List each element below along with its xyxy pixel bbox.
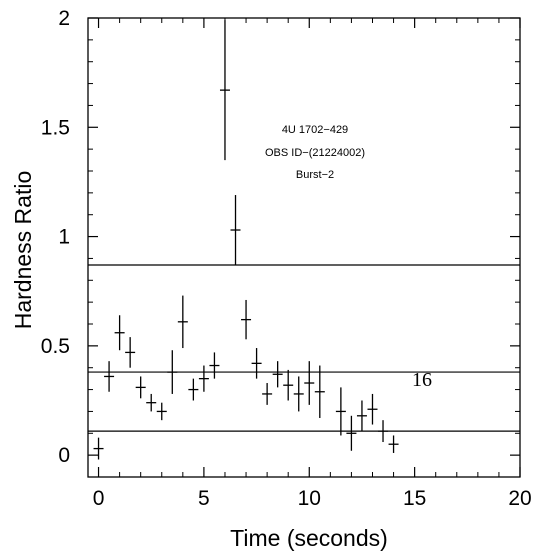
data-point [251, 348, 262, 379]
side-label: 16 [412, 369, 432, 391]
annotation-obsid: OBS ID−(21224002) [265, 147, 365, 159]
data-point [388, 435, 399, 453]
data-point [219, 20, 230, 161]
data-point [335, 387, 346, 436]
data-point [283, 369, 294, 401]
x-tick-label: 20 [508, 487, 531, 510]
data-point [125, 337, 136, 368]
reference-lines [88, 264, 520, 432]
data-point [156, 402, 167, 421]
data-point [262, 383, 273, 405]
y-axis-ticks: 0 0.5 1 1.5 2 [41, 7, 520, 467]
data-point [188, 378, 199, 401]
data-point [378, 420, 389, 443]
x-axis-ticks: 0 5 10 15 20 [93, 18, 532, 510]
data-points [93, 20, 399, 460]
x-tick-label: 15 [403, 487, 426, 510]
data-point [104, 361, 115, 392]
annotation-burst: Burst−2 [296, 169, 334, 181]
data-point [177, 295, 188, 349]
x-tick-label: 5 [198, 487, 210, 510]
data-point [93, 437, 104, 460]
data-point [209, 352, 220, 379]
annotation-source: 4U 1702−429 [282, 124, 348, 136]
y-tick-label: 1 [58, 226, 70, 249]
data-point [356, 400, 367, 432]
data-point [230, 195, 241, 265]
y-axis-label: Hardness Ratio [10, 171, 36, 330]
x-tick-label: 10 [298, 487, 321, 510]
x-axis-label: Time (seconds) [230, 525, 388, 551]
data-point [146, 393, 157, 412]
y-tick-label: 0.5 [41, 335, 70, 358]
x-tick-label: 0 [93, 487, 105, 510]
data-point [293, 376, 304, 412]
data-point [272, 361, 283, 388]
plot-frame [87, 17, 521, 478]
data-point [167, 350, 178, 394]
data-point [367, 393, 378, 425]
data-point [114, 315, 125, 351]
y-tick-label: 0 [58, 444, 70, 467]
data-point [304, 361, 315, 405]
data-point [346, 415, 357, 451]
data-point [241, 299, 252, 340]
data-point [314, 365, 325, 418]
y-tick-label: 1.5 [41, 116, 70, 139]
data-point [198, 365, 209, 392]
y-tick-label: 2 [58, 7, 70, 30]
data-point [135, 376, 146, 399]
